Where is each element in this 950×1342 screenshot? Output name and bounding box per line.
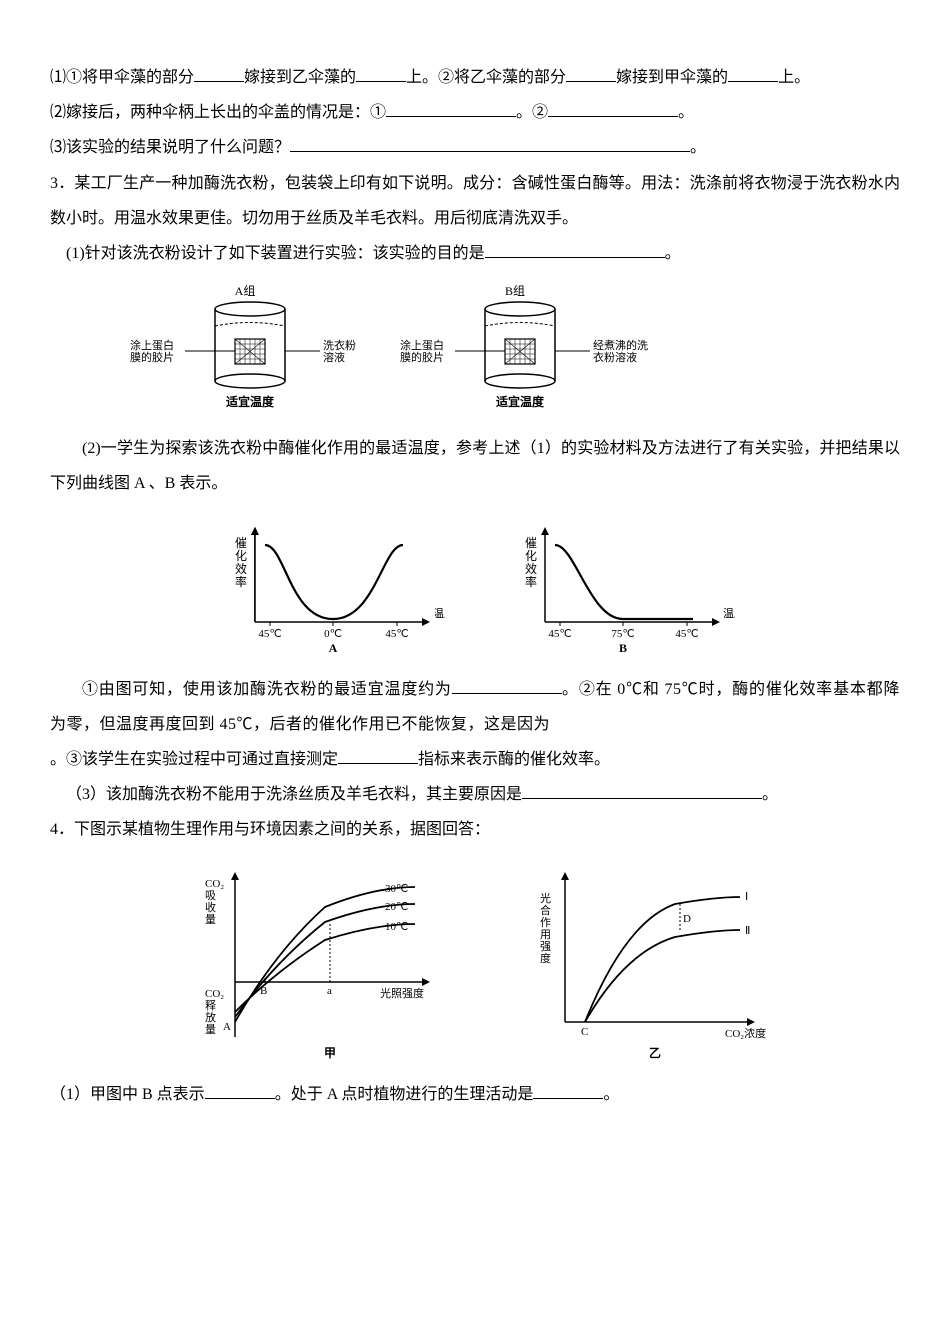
temp-b-text: 适宜温度: [496, 394, 545, 409]
yi-xlabel: CO₂浓度: [725, 1026, 766, 1040]
point-a-lower: a: [327, 985, 332, 997]
powder-a-text: 洗衣粉溶液: [323, 338, 356, 364]
q1-1-text-b: 嫁接到乙伞藻的: [244, 69, 356, 86]
beaker-a-svg: A组 涂上蛋白膜的胶片 洗衣粉溶液 适宜温度: [130, 281, 360, 421]
blank: [205, 1079, 275, 1099]
blank: [533, 1079, 603, 1099]
jia-xlabel: 光照强度: [380, 986, 424, 1000]
blank: [566, 62, 616, 82]
q4-p1-a: （1）甲图中 B 点表示: [50, 1086, 205, 1103]
tick-b-2: 45℃: [675, 628, 698, 640]
q1-line1: ⑴①将甲伞藻的部分 嫁接到乙伞藻的 上。②将乙伞藻的部分 嫁接到甲伞藻的 上。: [50, 60, 900, 95]
point-a-label: A: [223, 1021, 231, 1033]
blank: [386, 97, 516, 117]
q3-p3-a: ①由图可知，使用该加酶洗衣粉的最适宜温度约为: [82, 681, 452, 698]
point-c: C: [581, 1026, 588, 1038]
group-a-label: A组: [235, 284, 256, 298]
film-label-text: 涂上蛋白膜的胶片: [130, 338, 174, 364]
point-d: D: [683, 913, 691, 925]
enzyme-charts: 催化效率 温度 45℃ 0℃ 45℃ A 催化效率 温度: [50, 517, 900, 657]
tick-b-1: 75℃: [611, 628, 634, 640]
blank: [356, 62, 406, 82]
powder-b-text: 经煮沸的洗衣粉溶液: [593, 338, 648, 364]
temp-20: 20℃: [385, 901, 408, 913]
curve-1: Ⅰ: [745, 891, 748, 903]
chart-jia-svg: CO₂吸收量 CO₂释放量 光照强度 30℃ 20℃ 10℃ A B a 甲: [175, 862, 455, 1062]
temp-10: 10℃: [385, 921, 408, 933]
q1-1-text-a: ⑴①将甲伞藻的部分: [50, 69, 194, 86]
blank: [338, 744, 418, 764]
chart-b-svg: 催化效率 温度 45℃ 75℃ 45℃ B: [505, 517, 735, 657]
q1-2-text-c: 。: [678, 104, 694, 121]
q4-charts: CO₂吸收量 CO₂释放量 光照强度 30℃ 20℃ 10℃ A B a 甲 光…: [50, 862, 900, 1062]
q1-2-text-b: 。②: [516, 104, 548, 121]
blank: [452, 673, 562, 693]
q3-p1-a: (1)针对该洗衣粉设计了如下装置进行实验：该实验的目的是: [66, 245, 485, 262]
tick-a-0: 45℃: [258, 628, 281, 640]
q1-1-text-e: 上。: [778, 69, 810, 86]
chart-a-svg: 催化效率 温度 45℃ 0℃ 45℃ A: [215, 517, 445, 657]
q3-p4-b: 。: [762, 786, 778, 803]
q4-p1: （1）甲图中 B 点表示 。处于 A 点时植物进行的生理活动是 。: [50, 1077, 900, 1112]
caption-jia: 甲: [324, 1046, 336, 1060]
jia-ytop: CO₂吸收量: [205, 878, 224, 926]
q3-p4-a: （3）该加酶洗衣粉不能用于洗涤丝质及羊毛衣料，其主要原因是: [66, 786, 522, 803]
chart-a-ylabel: 催化效率: [235, 536, 247, 589]
blank: [485, 238, 665, 258]
q4-p1-c: 。: [603, 1086, 619, 1103]
yi-ylabel: 光合作用强度: [540, 891, 551, 965]
tick-a-2: 45℃: [385, 628, 408, 640]
q3-p2: (2)一学生为探索该洗衣粉中酶催化作用的最适温度，参考上述（1）的实验材料及方法…: [50, 431, 900, 501]
blank: [728, 62, 778, 82]
group-b-label: B组: [505, 284, 525, 298]
chart-yi-svg: 光合作用强度 CO₂浓度 Ⅰ Ⅱ C D 乙: [515, 862, 775, 1062]
q3-p1-b: 。: [665, 245, 681, 262]
chart-b-ylabel: 催化效率: [525, 536, 537, 589]
q4-intro: 4．下图示某植物生理作用与环境因素之间的关系，据图回答：: [50, 812, 900, 847]
q1-3-text-b: 。: [690, 139, 706, 156]
beaker-b-svg: B组 涂上蛋白膜的胶片 经煮沸的洗衣粉溶液 适宜温度: [400, 281, 650, 421]
chart-b-xlabel: 温度: [723, 606, 735, 620]
q3-p3: ①由图可知，使用该加酶洗衣粉的最适宜温度约为。②在 0℃和 75℃时，酶的催化效…: [50, 672, 900, 742]
blank: [290, 132, 690, 152]
blank: [522, 779, 762, 799]
caption-yi: 乙: [649, 1046, 661, 1060]
q3-p1: (1)针对该洗衣粉设计了如下装置进行实验：该实验的目的是 。: [50, 236, 900, 271]
q3-intro: 3．某工厂生产一种加酶洗衣粉，包装袋上印有如下说明。成分：含碱性蛋白酶等。用法：…: [50, 166, 900, 236]
jia-ybot: CO₂释放量: [205, 988, 224, 1036]
caption-a: A: [329, 641, 338, 655]
blank: [548, 97, 678, 117]
q3-p4: （3）该加酶洗衣粉不能用于洗涤丝质及羊毛衣料，其主要原因是 。: [50, 777, 900, 812]
q1-1-text-c: 上。②将乙伞藻的部分: [406, 69, 566, 86]
temp-a-text: 适宜温度: [226, 394, 275, 409]
tick-b-0: 45℃: [548, 628, 571, 640]
temp-30: 30℃: [385, 883, 408, 895]
q1-3-text-a: ⑶该实验的结果说明了什么问题？: [50, 139, 290, 156]
q1-2-text-a: ⑵嫁接后，两种伞柄上长出的伞盖的情况是：①: [50, 104, 386, 121]
q3-p3-line2: 。③该学生在实验过程中可通过直接测定 指标来表示酶的催化效率。: [50, 742, 900, 777]
q1-line2: ⑵嫁接后，两种伞柄上长出的伞盖的情况是：① 。② 。: [50, 95, 900, 130]
film-label-b-text: 涂上蛋白膜的胶片: [400, 338, 444, 364]
beaker-figure: A组 涂上蛋白膜的胶片 洗衣粉溶液 适宜温度 B组 涂上蛋白膜的胶片 经煮沸的洗…: [130, 281, 900, 421]
q4-p1-b: 。处于 A 点时植物进行的生理活动是: [275, 1086, 534, 1103]
q3-p3-c: 。③该学生在实验过程中可通过直接测定: [50, 751, 338, 768]
blank: [194, 62, 244, 82]
tick-a-1: 0℃: [324, 628, 342, 640]
point-b-label: B: [260, 985, 267, 997]
curve-2: Ⅱ: [745, 925, 750, 937]
q1-1-text-d: 嫁接到甲伞藻的: [616, 69, 728, 86]
q1-line3: ⑶该实验的结果说明了什么问题？ 。: [50, 130, 900, 165]
q3-p3-d: 指标来表示酶的催化效率。: [418, 751, 610, 768]
caption-b: B: [619, 641, 627, 655]
